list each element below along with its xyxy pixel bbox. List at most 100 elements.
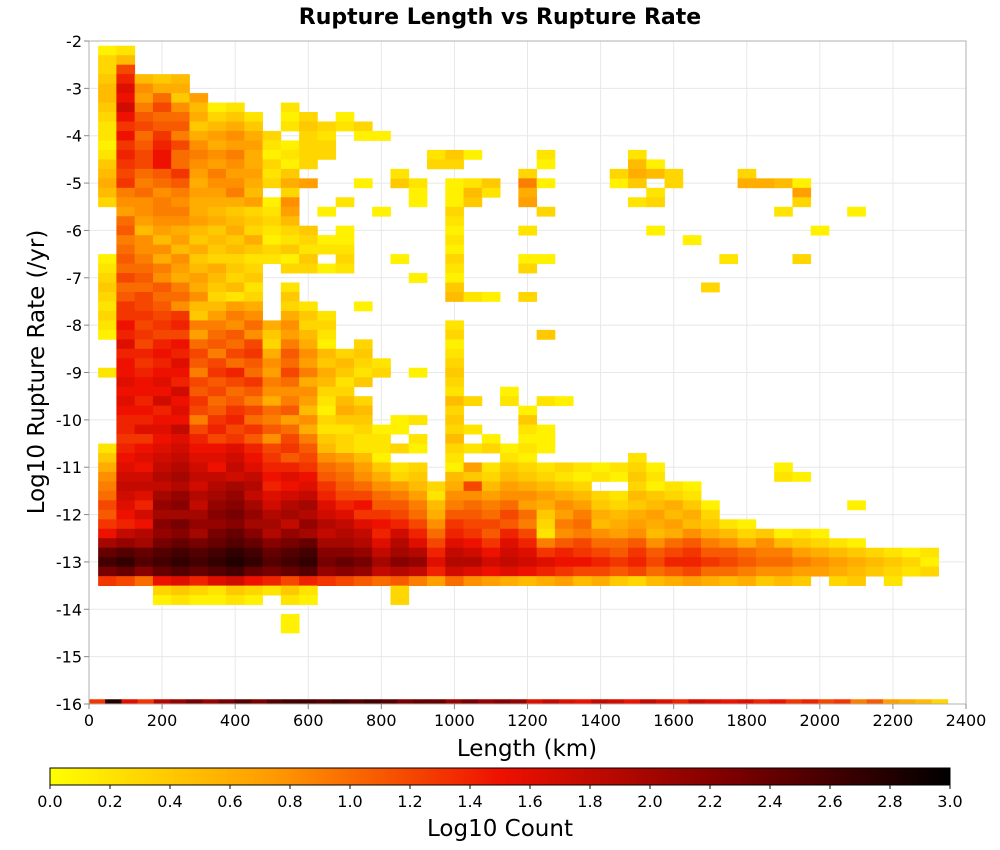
heatmap-cell bbox=[353, 443, 373, 454]
heatmap-cell bbox=[719, 557, 739, 568]
heatmap-cell bbox=[609, 557, 629, 568]
heatmap-cell bbox=[116, 263, 136, 274]
heatmap-cell bbox=[865, 566, 885, 577]
heatmap-cell bbox=[134, 93, 154, 103]
heatmap-cell bbox=[646, 538, 665, 549]
heatmap-cell bbox=[116, 301, 136, 312]
heatmap-cell bbox=[646, 197, 665, 208]
heatmap-cell bbox=[573, 490, 592, 501]
heatmap-cell bbox=[116, 273, 136, 283]
heatmap-cell bbox=[116, 159, 136, 170]
heatmap-cell bbox=[171, 547, 190, 558]
heatmap-cell bbox=[189, 490, 209, 501]
heatmap-cell bbox=[500, 396, 519, 407]
heatmap-cell bbox=[335, 225, 355, 236]
heatmap-cell bbox=[171, 273, 190, 283]
heatmap-cell bbox=[792, 576, 812, 587]
heatmap-cell bbox=[335, 557, 355, 568]
heatmap-cell bbox=[573, 471, 592, 482]
heatmap-cell bbox=[317, 140, 337, 151]
heatmap-cell bbox=[262, 576, 282, 587]
heatmap-cell bbox=[189, 291, 209, 302]
colorbar-tick-label: 0.6 bbox=[217, 792, 242, 811]
heatmap-cell bbox=[554, 462, 574, 473]
heatmap-cell bbox=[902, 557, 921, 568]
heatmap-cell bbox=[244, 509, 263, 520]
heatmap-cell bbox=[526, 699, 544, 704]
heatmap-cell bbox=[719, 576, 739, 587]
heatmap-cell bbox=[792, 471, 812, 482]
heatmap-cell bbox=[719, 528, 739, 539]
heatmap-cell bbox=[189, 310, 209, 321]
heatmap-cell bbox=[116, 500, 136, 511]
heatmap-cell bbox=[390, 576, 410, 587]
heatmap-cell bbox=[372, 434, 391, 444]
heatmap-cell bbox=[627, 453, 647, 463]
heatmap-cell bbox=[171, 538, 190, 549]
heatmap-cell bbox=[152, 168, 172, 179]
heatmap-cell bbox=[372, 481, 391, 492]
heatmap-cell bbox=[372, 130, 391, 141]
heatmap-cell bbox=[445, 197, 464, 208]
heatmap-cell bbox=[171, 93, 190, 103]
heatmap-cell bbox=[445, 282, 464, 293]
heatmap-cell bbox=[244, 528, 263, 539]
heatmap-cell bbox=[134, 367, 154, 378]
heatmap-cell bbox=[408, 197, 428, 208]
heatmap-cell bbox=[116, 121, 136, 132]
heatmap-cell bbox=[299, 443, 318, 454]
heatmap-cell bbox=[627, 471, 647, 482]
heatmap-cell bbox=[116, 490, 136, 501]
y-tick-label: -4 bbox=[66, 127, 82, 146]
heatmap-cell bbox=[171, 358, 190, 369]
heatmap-cell bbox=[134, 396, 154, 407]
heatmap-cell bbox=[609, 509, 629, 520]
heatmap-cell bbox=[753, 699, 770, 704]
heatmap-cell bbox=[280, 557, 300, 568]
heatmap-cell bbox=[262, 377, 282, 388]
heatmap-cell bbox=[792, 557, 812, 568]
heatmap-cell bbox=[226, 424, 245, 435]
heatmap-cell bbox=[445, 490, 464, 501]
heatmap-cell bbox=[627, 149, 647, 160]
heatmap-cell bbox=[244, 216, 263, 227]
colorbar-tick-label: 2.8 bbox=[877, 792, 902, 811]
heatmap-cell bbox=[189, 273, 209, 283]
heatmap-cell bbox=[591, 557, 611, 568]
heatmap-cell bbox=[810, 538, 830, 549]
heatmap-cell bbox=[262, 235, 282, 246]
heatmap-cell bbox=[299, 519, 318, 530]
heatmap-cell bbox=[463, 576, 483, 587]
heatmap-cell bbox=[280, 509, 300, 520]
heatmap-cell bbox=[536, 547, 556, 558]
heatmap-cell bbox=[682, 557, 702, 568]
heatmap-cell bbox=[518, 434, 538, 444]
heatmap-cell bbox=[116, 386, 136, 397]
heatmap-cell bbox=[280, 329, 300, 340]
heatmap-cell bbox=[105, 699, 122, 704]
heatmap-cell bbox=[353, 481, 373, 492]
heatmap-cell bbox=[785, 699, 803, 704]
heatmap-cell bbox=[207, 168, 227, 179]
heatmap-cell bbox=[701, 538, 720, 549]
heatmap-cell bbox=[335, 528, 355, 539]
heatmap-cell bbox=[98, 453, 117, 463]
heatmap-cell bbox=[152, 462, 172, 473]
heatmap-cell bbox=[646, 528, 665, 539]
heatmap-cell bbox=[656, 699, 673, 704]
heatmap-cell bbox=[390, 585, 410, 596]
heatmap-cell bbox=[591, 462, 611, 473]
heatmap-cell bbox=[408, 547, 428, 558]
heatmap-cell bbox=[299, 263, 318, 274]
heatmap-cell bbox=[189, 367, 209, 378]
heatmap-cell bbox=[536, 462, 556, 473]
heatmap-cell bbox=[518, 197, 538, 208]
heatmap-cell bbox=[627, 547, 647, 558]
heatmap-cell bbox=[573, 528, 592, 539]
heatmap-cell bbox=[134, 481, 154, 492]
heatmap-cell bbox=[134, 273, 154, 283]
heatmap-cell bbox=[152, 424, 172, 435]
chart-title: Rupture Length vs Rupture Rate bbox=[299, 5, 701, 30]
heatmap-cell bbox=[554, 566, 574, 577]
y-tick-label: -12 bbox=[56, 506, 82, 525]
